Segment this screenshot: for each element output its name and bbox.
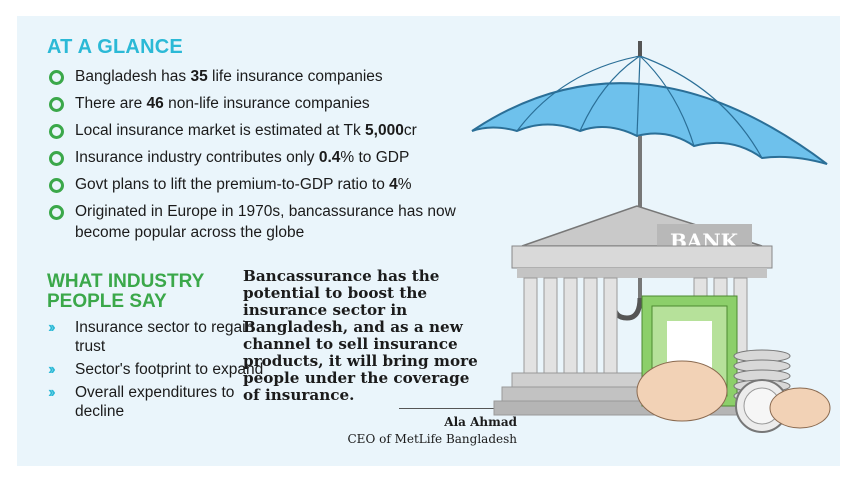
bullet-ring-icon: [49, 151, 64, 166]
glance-item: Govt plans to lift the premium-to-GDP ra…: [47, 174, 517, 195]
double-chevron-icon: ››: [48, 384, 55, 401]
at-a-glance-heading: AT A GLANCE: [47, 36, 183, 58]
glance-item: Originated in Europe in 1970s, bancassur…: [47, 201, 485, 243]
bullet-ring-icon: [49, 124, 64, 139]
quote-text: Bancassurance has the potential to boost…: [243, 267, 478, 404]
infographic-panel: AT A GLANCE Bangladesh has 35 life insur…: [17, 16, 840, 466]
glance-item: Insurance industry contributes only 0.4%…: [47, 147, 517, 168]
bullet-ring-icon: [49, 70, 64, 85]
glance-item: Bangladesh has 35 life insurance compani…: [47, 66, 517, 87]
industry-item: ›› Sector's footprint to expand: [48, 361, 264, 378]
industry-item: ›› Overall expenditures to decline: [48, 384, 235, 420]
double-chevron-icon: ››: [48, 361, 55, 378]
money-icon: [636, 295, 831, 433]
industry-heading: WHAT INDUSTRY PEOPLE SAY: [47, 271, 204, 312]
industry-list: ›› Insurance sector to regain trust ›› Sec…: [47, 318, 267, 425]
bullet-ring-icon: [49, 178, 64, 193]
industry-item: ›› Insurance sector to regain trust: [48, 319, 255, 355]
divider: [399, 408, 499, 409]
quote-role: CEO of MetLife Bangladesh: [347, 432, 518, 446]
glance-item: There are 46 non-life insurance companie…: [47, 93, 517, 114]
bank-umbrella-illustration: BANK: [471, 41, 831, 433]
bullet-ring-icon: [49, 97, 64, 112]
double-chevron-icon: ››: [48, 319, 55, 336]
at-a-glance-list: Bangladesh has 35 life insurance compani…: [47, 66, 517, 249]
bullet-ring-icon: [49, 205, 64, 220]
bank-building-icon: BANK: [493, 205, 795, 416]
quote-author: Ala Ahmad: [444, 415, 517, 429]
glance-item: Local insurance market is estimated at T…: [47, 120, 517, 141]
